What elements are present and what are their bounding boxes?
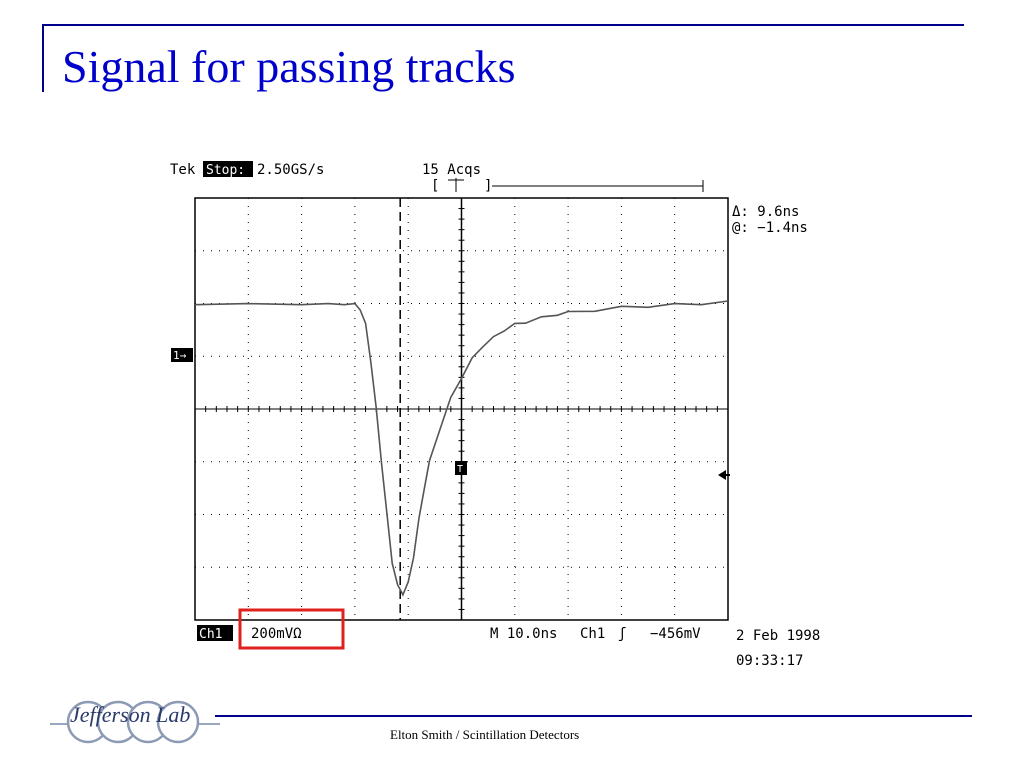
channel-1-marker-label: 1→ — [173, 349, 187, 362]
acquisitions-count: 15 Acqs — [422, 162, 481, 178]
capture-date: 2 Feb 1998 — [736, 628, 820, 644]
trigger-point-label: T — [457, 464, 463, 475]
trigger-source: Ch1 — [580, 626, 605, 642]
waveform-trace — [194, 300, 729, 597]
stop-badge — [203, 161, 253, 177]
svg-text:[: [ — [431, 178, 439, 194]
cursor-position-readout: @: −1.4ns — [732, 220, 808, 236]
trigger-point-marker — [455, 461, 467, 475]
trigger-level-arrow-icon — [718, 470, 726, 480]
slide-title: Signal for passing tracks — [62, 41, 516, 92]
svg-text:]: ] — [484, 178, 492, 194]
time-cursors — [399, 198, 463, 620]
trigger-level: −456mV — [650, 626, 701, 642]
title-rule-horizontal — [44, 24, 964, 26]
delta-readout: Δ: 9.6ns — [732, 204, 799, 220]
brand-label: Tek — [170, 162, 196, 178]
volts-per-division: 200mVΩ — [251, 626, 302, 642]
channel-label: Ch1 — [199, 627, 222, 642]
timebase: M 10.0ns — [490, 626, 557, 642]
oscilloscope-display: Tek Stop: 2.50GS/s 15 Acqs [ ] Δ: 9.6ns … — [170, 161, 820, 669]
sample-rate: 2.50GS/s — [257, 162, 324, 178]
channel-1-marker — [171, 348, 193, 362]
record-position-bar: [ ] — [431, 178, 704, 194]
capture-time: 09:33:17 — [736, 653, 803, 669]
jefferson-lab-logo — [50, 700, 220, 744]
channel-badge — [197, 625, 233, 641]
footer-rule — [215, 715, 972, 717]
logo-wordmark: Jefferson Lab — [70, 702, 191, 727]
trigger-slope-icon: ʃ — [618, 626, 626, 642]
oscilloscope-screenshot: Tek Stop: 2.50GS/s 15 Acqs [ ] Δ: 9.6ns … — [160, 150, 860, 670]
volts-div-highlight — [238, 608, 345, 650]
title-rule-vertical — [42, 24, 44, 92]
slide-footer: Elton Smith / Scintillation Detectors — [390, 727, 580, 742]
stop-label: Stop: — [206, 163, 245, 178]
